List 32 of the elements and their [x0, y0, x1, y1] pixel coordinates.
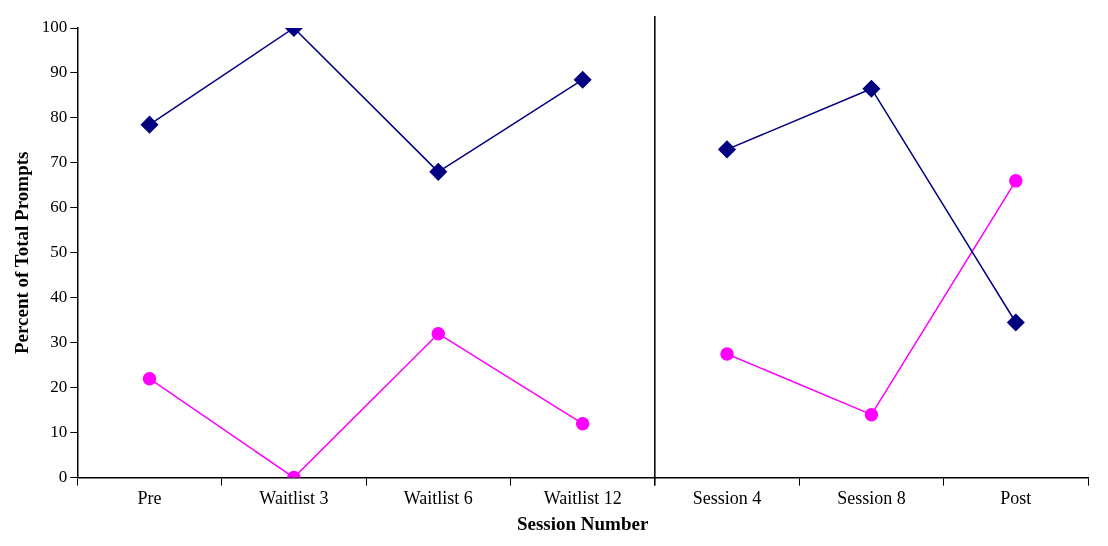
- x-tick-label: Waitlist 3: [259, 488, 329, 509]
- y-tick-label: 70: [50, 152, 68, 172]
- point: [720, 347, 734, 361]
- y-tick-label: 60: [50, 197, 68, 217]
- y-tick-label: 30: [50, 332, 68, 352]
- point: [575, 416, 590, 431]
- x-tick-label: Waitlist 12: [543, 488, 622, 509]
- y-tick-label: 50: [50, 242, 68, 262]
- y-tick-label: 0: [58, 467, 68, 487]
- y-axis-title: Percent of Total Prompts: [11, 151, 33, 355]
- y-tick-label: 20: [50, 377, 68, 397]
- y-tick-label: 100: [41, 17, 68, 37]
- x-tick-label: Session 8: [837, 488, 906, 509]
- point: [1007, 313, 1025, 332]
- point: [140, 115, 159, 134]
- point: [864, 407, 879, 422]
- y-tick-label: 90: [50, 62, 68, 82]
- y-tick-label: 40: [50, 287, 68, 307]
- point: [718, 140, 736, 159]
- y-tick-label: 80: [50, 107, 68, 127]
- point: [431, 326, 446, 341]
- point: [862, 79, 881, 98]
- y-tick-label: 10: [50, 422, 68, 442]
- x-tick-label: Session 4: [692, 488, 762, 509]
- x-tick-label: Post: [1000, 488, 1032, 509]
- point: [573, 70, 592, 89]
- x-tick-label: Waitlist 6: [403, 488, 473, 509]
- x-axis-title: Session Number: [516, 512, 649, 534]
- point: [142, 371, 157, 386]
- point: [429, 163, 448, 181]
- x-tick-label: Pre: [137, 488, 162, 509]
- point: [1009, 174, 1023, 188]
